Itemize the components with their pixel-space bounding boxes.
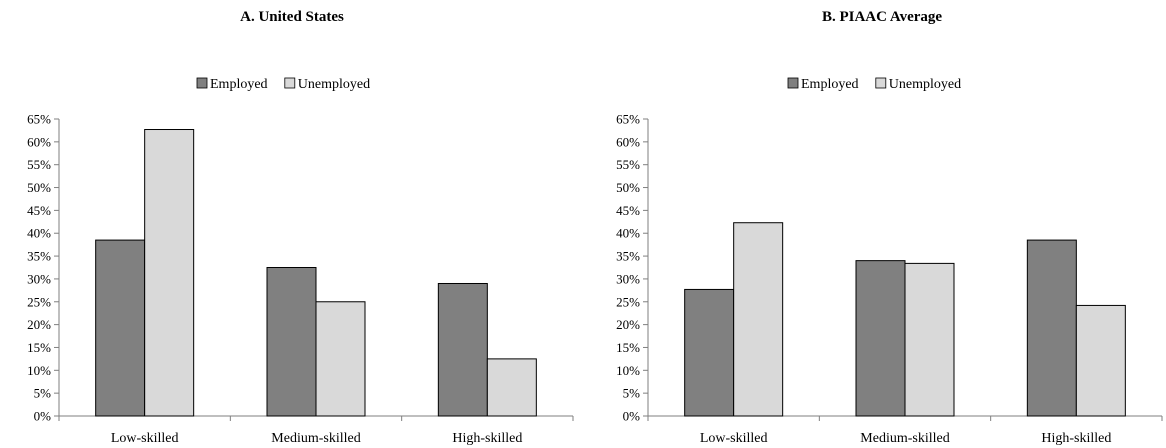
chart-b-y-tick-label: 0% — [623, 409, 641, 424]
chart-a-legend-label-unemployed: Unemployed — [298, 77, 370, 92]
chart-a-y-tick-label: 10% — [27, 363, 51, 378]
chart-b-axes: 0% 5% 10% 15% 20% 25% 30% 35% 40% 45% 50% 55% 60% 65%… — [616, 112, 1163, 446]
chart-b-y-tick-label: 5% — [623, 386, 641, 401]
chart-a-axes: 0% 5% 10% 15% 20% 25% 30% 35% 40% 45% 50% 55% 60% 65%… — [27, 112, 574, 446]
chart-a-bar-unemployed-low-skilled — [144, 129, 195, 417]
chart-b-legend-label-employed: Employed — [801, 77, 859, 92]
chart-b-y-tick-label: 30% — [616, 271, 640, 286]
chart-a-bar-employed-medium-skilled — [266, 267, 317, 417]
chart-a-x-tick-label: Low-skilled — [111, 431, 179, 446]
chart-b-bars — [684, 222, 1126, 417]
chart-a-legend-label-employed: Employed — [210, 77, 268, 92]
chart-a-y-tick-label: 30% — [27, 271, 51, 286]
chart-b-y-tick-label: 40% — [616, 226, 640, 241]
chart-a-legend-swatch-employed — [196, 77, 208, 89]
chart-a-legend: Employed Unemployed — [196, 77, 370, 92]
chart-b-bar-unemployed-low-skilled — [733, 222, 784, 417]
chart-a-y-tick-label: 50% — [27, 180, 51, 195]
chart-b-y-tick-label: 60% — [616, 134, 640, 149]
chart-b: B. PIAAC Average Employed Unemployed 0% 5% 10… — [616, 9, 1163, 446]
chart-a-bar-unemployed-high-skilled — [486, 358, 537, 417]
chart-b-y-tick-label: 50% — [616, 180, 640, 195]
chart-a-y-tick-label: 0% — [34, 409, 52, 424]
chart-b-y-tick-label: 65% — [616, 112, 640, 127]
chart-b-y-tick-label: 20% — [616, 317, 640, 332]
chart-a-y-tick-label: 15% — [27, 340, 51, 355]
chart-b-y-tick-label: 35% — [616, 249, 640, 264]
chart-b-y-tick-label: 15% — [616, 340, 640, 355]
chart-a-y-tick-label: 45% — [27, 203, 51, 218]
chart-a-legend-swatch-unemployed — [284, 77, 296, 89]
chart-b-y-tick-label: 10% — [616, 363, 640, 378]
chart-b-legend-swatch-employed — [787, 77, 799, 89]
chart-a-x-tick-label: High-skilled — [452, 431, 522, 446]
chart-a: A. United States Employed Unemployed 0% 5% 10… — [27, 9, 574, 446]
chart-a-bar-employed-high-skilled — [437, 282, 488, 417]
chart-a-y-tick-label: 60% — [27, 134, 51, 149]
chart-b-y-tick-label: 55% — [616, 157, 640, 172]
chart-b-legend-swatch-unemployed — [875, 77, 887, 89]
chart-a-y-tick-label: 65% — [27, 112, 51, 127]
chart-b-bar-unemployed-medium-skilled — [904, 262, 955, 417]
chart-a-y-tick-label: 25% — [27, 294, 51, 309]
chart-b-x-tick-label: Low-skilled — [700, 431, 768, 446]
chart-a-y-tick-label: 35% — [27, 249, 51, 264]
chart-b-legend: Employed Unemployed — [787, 77, 961, 92]
chart-b-y-tick-label: 25% — [616, 294, 640, 309]
chart-b-y-tick-label: 45% — [616, 203, 640, 218]
chart-b-bar-employed-low-skilled — [684, 288, 735, 417]
chart-a-bar-unemployed-medium-skilled — [315, 301, 366, 417]
chart-a-bars — [95, 129, 537, 417]
chart-b-x-tick-label: Medium-skilled — [860, 431, 949, 446]
chart-b-x-tick-label: High-skilled — [1041, 431, 1111, 446]
chart-a-y-tick-label: 55% — [27, 157, 51, 172]
chart-a-title: A. United States — [240, 9, 344, 25]
chart-a-bar-employed-low-skilled — [95, 239, 146, 417]
chart-a-y-tick-label: 40% — [27, 226, 51, 241]
chart-a-y-tick-label: 5% — [34, 386, 52, 401]
chart-b-bar-employed-medium-skilled — [855, 260, 906, 417]
chart-a-y-tick-label: 20% — [27, 317, 51, 332]
chart-a-x-tick-label: Medium-skilled — [271, 431, 360, 446]
chart-b-legend-label-unemployed: Unemployed — [889, 77, 961, 92]
chart-b-title: B. PIAAC Average — [822, 9, 942, 25]
chart-b-bar-unemployed-high-skilled — [1075, 304, 1126, 417]
chart-b-bar-employed-high-skilled — [1026, 239, 1077, 417]
